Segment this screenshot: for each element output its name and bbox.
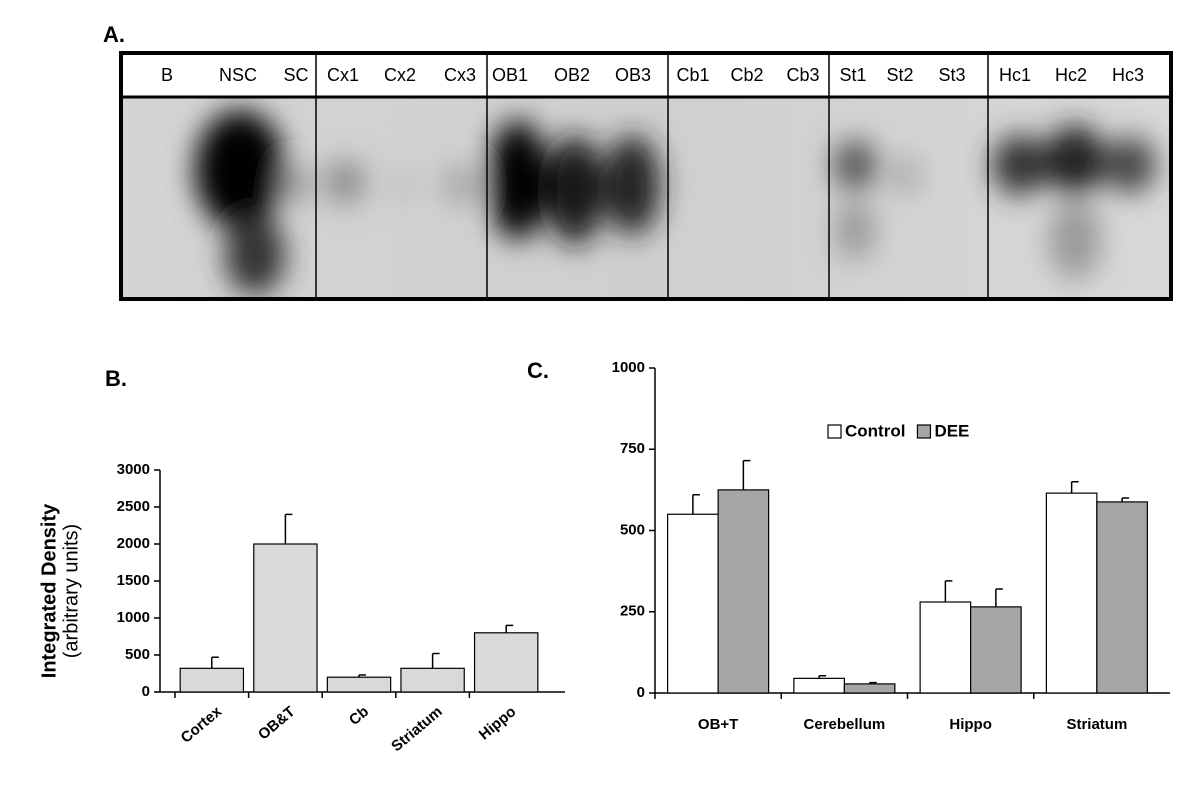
bar [843,683,896,694]
y-axis-label: (arbitrary units) [60,524,82,658]
x-tick-label: Hippo [949,716,992,733]
bar [667,513,719,694]
bar [1096,501,1148,694]
y-axis-label: Integrated Density [38,503,60,678]
lane-label: OB1 [492,65,528,85]
legend-swatch [916,424,932,439]
lane-label: OB3 [615,65,651,85]
lane-label: Cx1 [327,65,359,85]
lane-label: Cb3 [786,65,819,85]
blot-image [122,98,1170,298]
bar [717,489,770,694]
lane-label: Hc2 [1055,65,1087,85]
x-tick-label: Striatum [388,703,446,755]
bar [919,601,972,694]
legend-label: DEE [934,421,969,440]
panel-label: A. [103,22,125,47]
panel-label: C. [527,358,549,383]
bar [179,667,245,693]
lane-label: Cx3 [444,65,476,85]
y-tick-label: 1000 [117,609,150,626]
y-tick-label: 0 [142,683,150,700]
x-tick-label: Cb [346,703,372,729]
lane-label: St2 [886,65,913,85]
legend-swatch [827,424,842,439]
x-tick-label: Hippo [476,703,519,743]
y-tick-label: 2000 [117,535,150,552]
lane-label: B [161,65,173,85]
bar [793,677,845,694]
x-tick-label: Striatum [1066,716,1127,733]
x-tick-label: Cortex [178,703,226,747]
panel-label: B. [105,366,127,391]
lane-label: OB2 [554,65,590,85]
y-tick-label: 1500 [117,572,150,589]
lane-dividers [315,55,989,298]
x-tick-label: Cerebellum [804,716,886,733]
bar [970,606,1022,694]
bar [1045,492,1098,694]
lane-label: Cx2 [384,65,416,85]
lane-label: NSC [219,65,257,85]
y-tick-label: 3000 [117,461,150,478]
x-tick-label: OB+T [698,716,738,733]
y-tick-label: 1000 [612,359,645,376]
blot-frame [119,51,1173,301]
lane-label: Cb1 [676,65,709,85]
y-tick-label: 0 [637,684,645,701]
lane-label: St1 [839,65,866,85]
lane-label: St3 [938,65,965,85]
lane-label: Cb2 [730,65,763,85]
lane-label: SC [283,65,308,85]
y-tick-label: 2500 [117,498,150,515]
bar [473,632,539,693]
bar [326,676,392,693]
y-tick-label: 500 [620,521,645,538]
y-tick-label: 500 [125,646,150,663]
bar [400,667,465,693]
y-tick-label: 750 [620,440,645,457]
lane-label: Hc1 [999,65,1031,85]
bar [253,543,318,693]
y-tick-label: 250 [620,603,645,620]
x-tick-label: OB&T [255,703,298,743]
legend-label: Control [845,421,905,440]
lane-label: Hc3 [1112,65,1144,85]
